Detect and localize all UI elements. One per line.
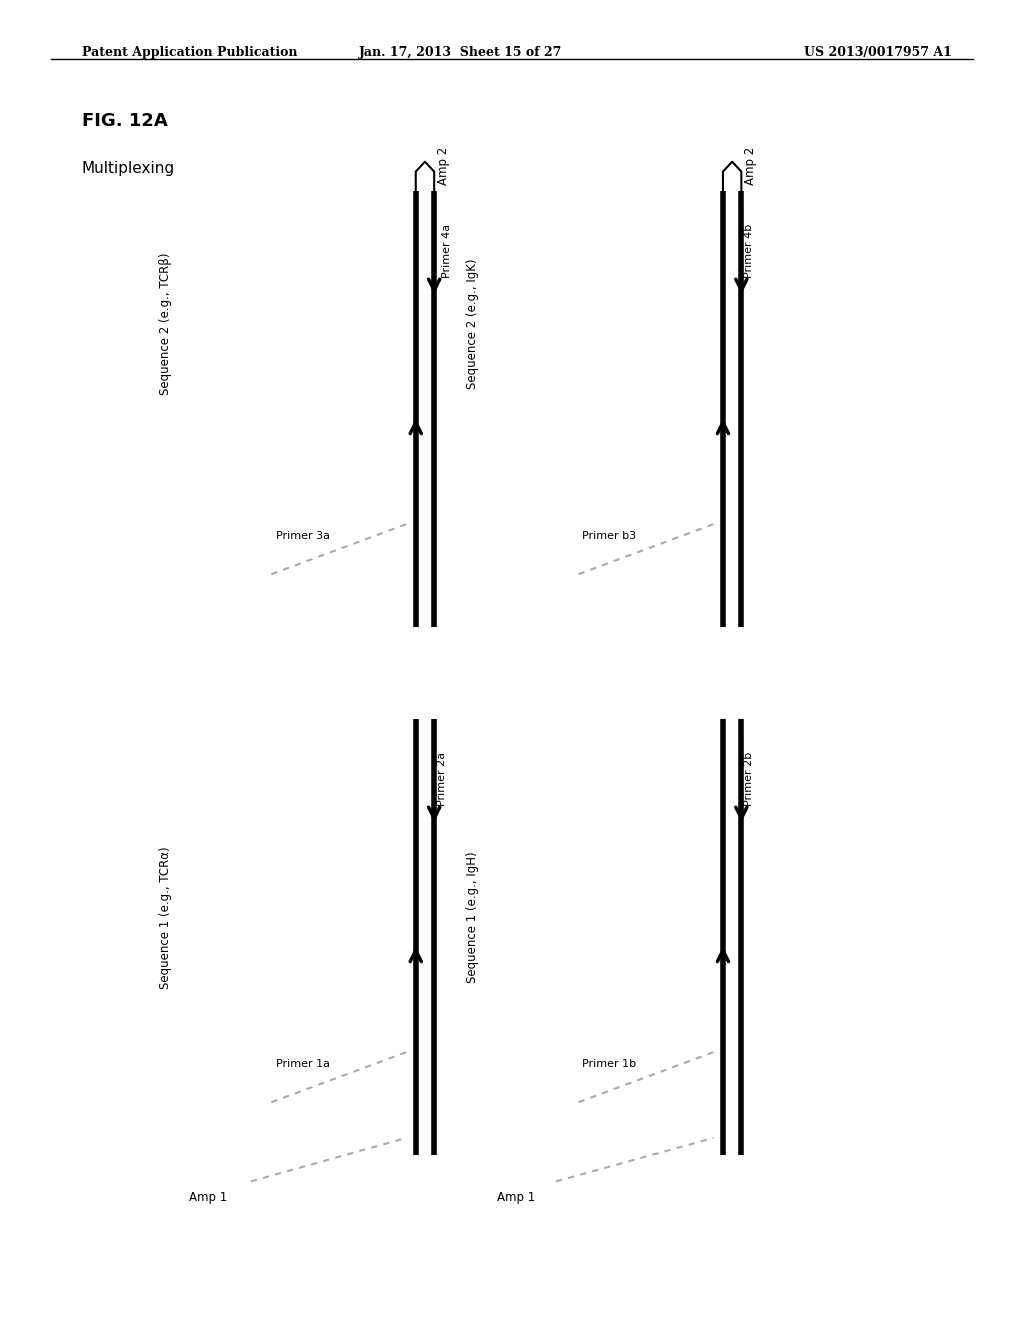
Text: Primer 2b: Primer 2b (744, 751, 755, 807)
Text: Primer 4a: Primer 4a (442, 223, 453, 279)
Text: Primer 1b: Primer 1b (582, 1059, 636, 1069)
Text: Primer 1a: Primer 1a (276, 1059, 331, 1069)
Text: Primer 2a: Primer 2a (437, 751, 447, 807)
Text: Sequence 1 (e.g., IgH): Sequence 1 (e.g., IgH) (466, 851, 479, 983)
Text: Primer 3a: Primer 3a (276, 531, 331, 541)
Text: Patent Application Publication: Patent Application Publication (82, 46, 297, 59)
Text: Amp 2: Amp 2 (437, 147, 451, 185)
Text: US 2013/0017957 A1: US 2013/0017957 A1 (805, 46, 952, 59)
Text: Primer 4b: Primer 4b (744, 223, 755, 279)
Text: Amp 2: Amp 2 (744, 147, 758, 185)
Text: Sequence 2 (e.g., TCRβ): Sequence 2 (e.g., TCRβ) (159, 252, 172, 395)
Text: Amp 1: Amp 1 (497, 1191, 535, 1204)
Text: FIG. 12A: FIG. 12A (82, 112, 168, 131)
Text: Primer b3: Primer b3 (582, 531, 636, 541)
Text: Sequence 1 (e.g., TCRα): Sequence 1 (e.g., TCRα) (159, 846, 172, 989)
Text: Sequence 2 (e.g., IgK): Sequence 2 (e.g., IgK) (466, 259, 479, 388)
Text: Amp 1: Amp 1 (189, 1191, 227, 1204)
Text: Jan. 17, 2013  Sheet 15 of 27: Jan. 17, 2013 Sheet 15 of 27 (359, 46, 562, 59)
Text: Multiplexing: Multiplexing (82, 161, 175, 176)
